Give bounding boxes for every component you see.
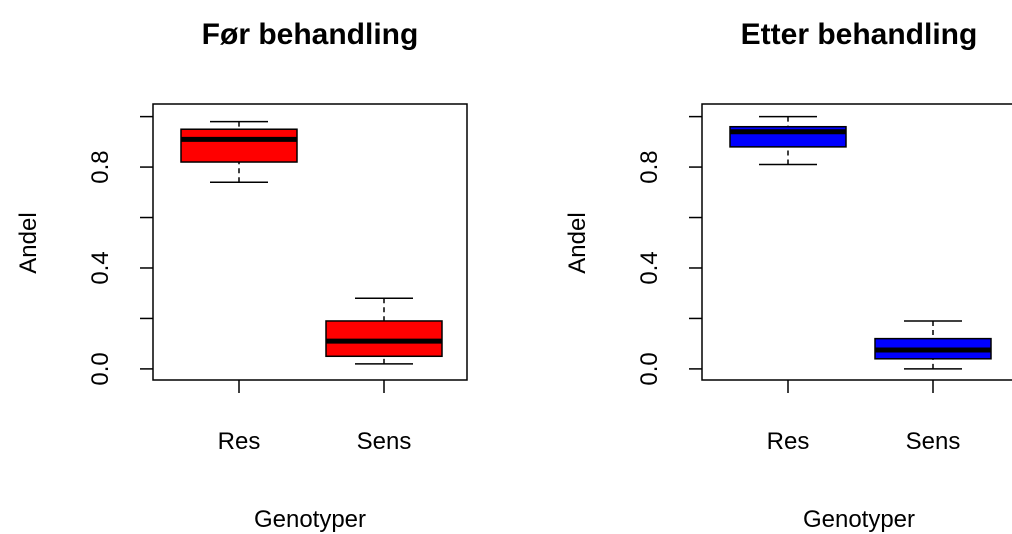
x-tick-label: Res [218,428,261,455]
x-axis-label: Genotyper [803,506,915,533]
y-tick-label: 0.0 [87,352,114,385]
y-tick-label: 0.0 [636,352,663,385]
y-tick-label: 0.8 [636,150,663,183]
y-axis-label: Andel [15,212,42,273]
x-tick-label: Res [767,428,810,455]
x-tick-label: Sens [906,428,961,455]
chart-title: Før behandling [202,18,419,51]
box [180,128,298,163]
box [325,320,443,358]
y-tick-label: 0.4 [87,251,114,284]
y-tick-label: 0.8 [87,150,114,183]
y-tick-label: 0.4 [636,251,663,284]
x-axis-label: Genotyper [254,506,366,533]
chart-title: Etter behandling [741,18,978,51]
plot-frame [152,103,468,381]
y-axis-label: Andel [564,212,591,273]
plot-frame [701,103,1012,381]
x-tick-label: Sens [357,428,412,455]
